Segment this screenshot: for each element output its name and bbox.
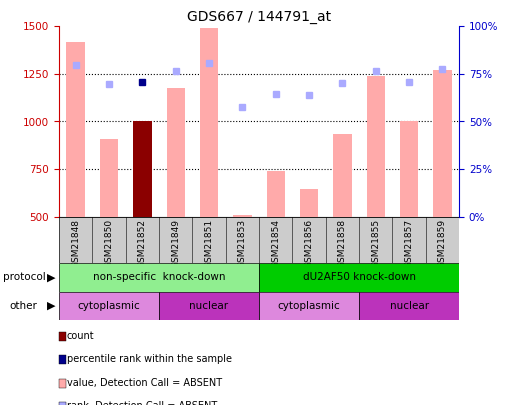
Bar [167,88,185,217]
Text: rank, Detection Call = ABSENT: rank, Detection Call = ABSENT [67,401,217,405]
Text: nuclear: nuclear [189,301,229,311]
Bar [267,171,285,217]
Bar [200,28,218,217]
Text: GSM21851: GSM21851 [205,219,213,268]
Text: GSM21848: GSM21848 [71,219,80,268]
Text: other: other [9,301,37,311]
Bar [259,292,359,320]
Bar [59,263,259,292]
Bar [100,139,118,217]
Bar [59,292,159,320]
Bar [233,215,251,217]
Text: GSM21856: GSM21856 [305,219,313,268]
Bar [433,70,451,217]
Text: ▶: ▶ [47,301,55,311]
Text: ▶: ▶ [47,273,55,282]
Bar [159,292,259,320]
Text: GSM21853: GSM21853 [238,219,247,268]
Text: GSM21850: GSM21850 [105,219,113,268]
Text: value, Detection Call = ABSENT: value, Detection Call = ABSENT [67,378,222,388]
Text: cytoplasmic: cytoplasmic [278,301,341,311]
Text: protocol: protocol [3,273,45,282]
Text: GSM21859: GSM21859 [438,219,447,268]
Text: cytoplasmic: cytoplasmic [77,301,141,311]
Bar [367,76,385,217]
Text: GSM21857: GSM21857 [405,219,413,268]
Bar [300,189,318,217]
Text: GSM21854: GSM21854 [271,219,280,268]
Bar [400,122,418,217]
Text: GSM21855: GSM21855 [371,219,380,268]
Bar [259,263,459,292]
Text: count: count [67,331,94,341]
Text: non-specific  knock-down: non-specific knock-down [93,273,225,282]
Bar [333,134,351,217]
Text: dU2AF50 knock-down: dU2AF50 knock-down [303,273,416,282]
Text: GSM21858: GSM21858 [338,219,347,268]
Bar [67,42,85,217]
Bar [359,292,459,320]
Text: GSM21852: GSM21852 [138,219,147,268]
Bar [133,122,151,217]
Title: GDS667 / 144791_at: GDS667 / 144791_at [187,10,331,24]
Text: percentile rank within the sample: percentile rank within the sample [67,354,232,364]
Text: nuclear: nuclear [389,301,429,311]
Text: GSM21849: GSM21849 [171,219,180,268]
